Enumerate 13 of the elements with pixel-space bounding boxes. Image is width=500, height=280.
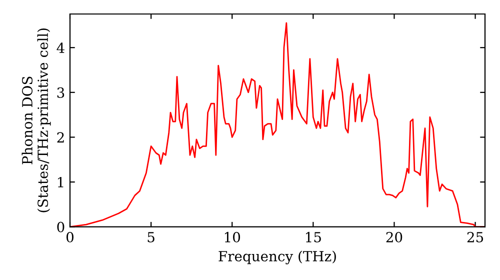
x-axis-title: Frequency (THz) bbox=[218, 250, 336, 264]
x-tick-label: 25 bbox=[467, 232, 484, 242]
x-tick-label: 0 bbox=[66, 232, 74, 242]
x-tick-label: 5 bbox=[148, 232, 154, 242]
y-tick-label: 0 bbox=[57, 222, 64, 232]
y-tick-label: 1 bbox=[58, 176, 64, 188]
x-tick-label: 15 bbox=[306, 232, 321, 242]
y-axis-title: Phonon DOS (States/THz·primitive cell) bbox=[22, 28, 51, 212]
y-tick-label: 3 bbox=[57, 87, 64, 98]
x-tick-label: 10 bbox=[224, 232, 240, 242]
x-tick-label: 20 bbox=[386, 232, 402, 242]
y-tick-label: 4 bbox=[56, 42, 64, 53]
y-tick-label: 2 bbox=[57, 132, 64, 142]
